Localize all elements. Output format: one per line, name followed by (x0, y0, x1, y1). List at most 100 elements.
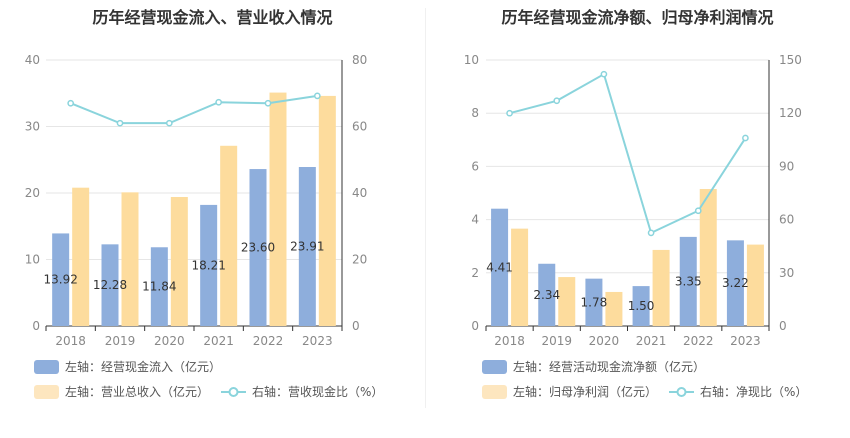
chart-plot-area: 0 10 20 30 40 0 20 40 60 80 2018 2019 2020 2021 2022 20… (25, 53, 368, 348)
bar-secondary (170, 196, 188, 326)
ratio-point (506, 109, 513, 117)
bar-secondary (511, 228, 529, 326)
bar-secondary (220, 145, 238, 326)
legend-label: 右轴：营收现金比（%） (252, 385, 384, 399)
bar-primary (101, 244, 119, 326)
ratio-point (264, 99, 272, 107)
legend-label: 左轴：经营活动现金流净额（亿元） (513, 360, 706, 374)
bar-primary (491, 208, 509, 326)
bar-secondary (269, 92, 287, 327)
y-left-tick-label: 2 (471, 266, 479, 280)
ratio-point (553, 97, 561, 105)
legend-line-icon (669, 386, 694, 397)
x-tick-label: 2020 (154, 334, 185, 348)
chart-plot-area: 0 2 4 6 8 10 0 30 60 90 120 150 2018 2019 2020 2021 2022… (464, 53, 802, 348)
bar-primary (726, 240, 744, 326)
y-right-tick-label: 0 (779, 319, 787, 333)
ratio-line (70, 94, 318, 125)
x-tick-label: 2021 (636, 334, 667, 348)
y-left-tick-label: 10 (25, 253, 40, 267)
bar-data-label: 2.34 (533, 288, 560, 302)
bar-primary (632, 286, 650, 326)
y-right-tick-label: 120 (779, 106, 802, 120)
chart-title: 历年经营现金流净额、归母净利润情况 (501, 8, 774, 27)
bar-primary (150, 247, 168, 326)
bar-secondary (605, 291, 623, 326)
ratio-point (215, 98, 223, 106)
chart-panel-net-cash: 历年经营现金流净额、归母净利润情况 0 2 4 6 8 10 0 30 60 90 120 150 20… (425, 0, 850, 438)
ratio-point (600, 70, 608, 78)
legend-item-revenue[interactable]: 左轴：营业总收入（亿元） (34, 383, 209, 400)
y-left-tick-label: 0 (32, 319, 40, 333)
bar-secondary (558, 277, 576, 326)
legend-swatch-orange (34, 384, 59, 399)
x-tick-label: 2022 (253, 334, 284, 348)
ratio-point (313, 92, 321, 100)
legend-item-net-cash[interactable]: 左轴：经营活动现金流净额（亿元） (482, 358, 705, 375)
y-right-tick-label: 30 (779, 266, 794, 280)
x-tick-label: 2020 (589, 334, 620, 348)
bar-data-label: 4.41 (486, 260, 513, 274)
bar-data-label: 3.22 (722, 276, 749, 290)
legend-label: 左轴：归母净利润（亿元） (513, 385, 658, 399)
legend-item-net-ratio[interactable]: 右轴：净现比（%） (669, 383, 807, 400)
ratio-point (742, 134, 749, 142)
y-left-tick-label: 40 (25, 53, 40, 67)
y-left-tick-label: 0 (471, 319, 479, 333)
bar-secondary (318, 95, 336, 326)
legend-item-ratio[interactable]: 右轴：营收现金比（%） (221, 383, 383, 400)
ratio-point (694, 207, 702, 215)
chart-title: 历年经营现金流入、营业收入情况 (92, 8, 333, 27)
x-tick-label: 2022 (683, 334, 714, 348)
x-tick-label: 2021 (203, 334, 234, 348)
legend-swatch-blue (34, 359, 59, 374)
bar-data-label: 13.92 (43, 273, 77, 287)
bar-primary (298, 166, 316, 326)
y-right-tick-label: 90 (779, 159, 794, 173)
bar-primary (52, 233, 70, 326)
y-right-tick-label: 40 (352, 186, 367, 200)
y-right-tick-label: 150 (779, 53, 802, 67)
x-tick-label: 2018 (55, 334, 86, 348)
bar-secondary (652, 249, 670, 326)
panel-divider (425, 8, 426, 408)
legend-item-cash-inflow[interactable]: 左轴：经营现金流入（亿元） (34, 358, 221, 375)
ratio-point (165, 119, 173, 127)
y-right-tick-label: 20 (352, 253, 367, 267)
bar-secondary (121, 192, 139, 326)
legend-line-icon (221, 386, 246, 397)
x-tick-label: 2019 (541, 334, 572, 348)
bar-data-label: 18.21 (191, 258, 225, 272)
y-left-tick-label: 4 (471, 213, 479, 227)
bar-data-label: 23.60 (241, 241, 275, 255)
bar-primary (538, 263, 556, 326)
y-left-tick-label: 20 (25, 186, 40, 200)
bar-data-label: 12.28 (93, 278, 127, 292)
y-right-tick-label: 60 (779, 213, 794, 227)
bar-data-label: 1.78 (581, 295, 608, 309)
ratio-point (116, 119, 124, 127)
bar-secondary (699, 189, 717, 326)
bar-secondary (72, 187, 90, 326)
y-left-tick-label: 10 (464, 53, 479, 67)
legend-label: 左轴：营业总收入（亿元） (65, 385, 210, 399)
legend-swatch-orange (482, 384, 507, 399)
x-tick-label: 2018 (494, 334, 525, 348)
legend-label: 右轴：净现比（%） (700, 385, 808, 399)
x-tick-label: 2019 (105, 334, 136, 348)
chart-panel-cash-inflow: 历年经营现金流入、营业收入情况 0 10 20 30 40 0 20 40 60 80 2018 20… (25, 8, 384, 400)
y-right-tick-label: 80 (352, 53, 367, 67)
x-tick-label: 2023 (730, 334, 761, 348)
bar-data-label: 1.50 (628, 299, 655, 313)
bar-primary (679, 236, 697, 326)
y-left-tick-label: 8 (471, 106, 479, 120)
ratio-point (67, 99, 75, 107)
legend-swatch-blue (482, 359, 507, 374)
bar-primary (200, 204, 218, 326)
legend-item-net-profit[interactable]: 左轴：归母净利润（亿元） (482, 383, 657, 400)
bar-primary (585, 278, 603, 326)
y-left-tick-label: 30 (25, 120, 40, 134)
bar-data-label: 3.35 (675, 274, 702, 288)
y-right-tick-label: 60 (352, 120, 367, 134)
